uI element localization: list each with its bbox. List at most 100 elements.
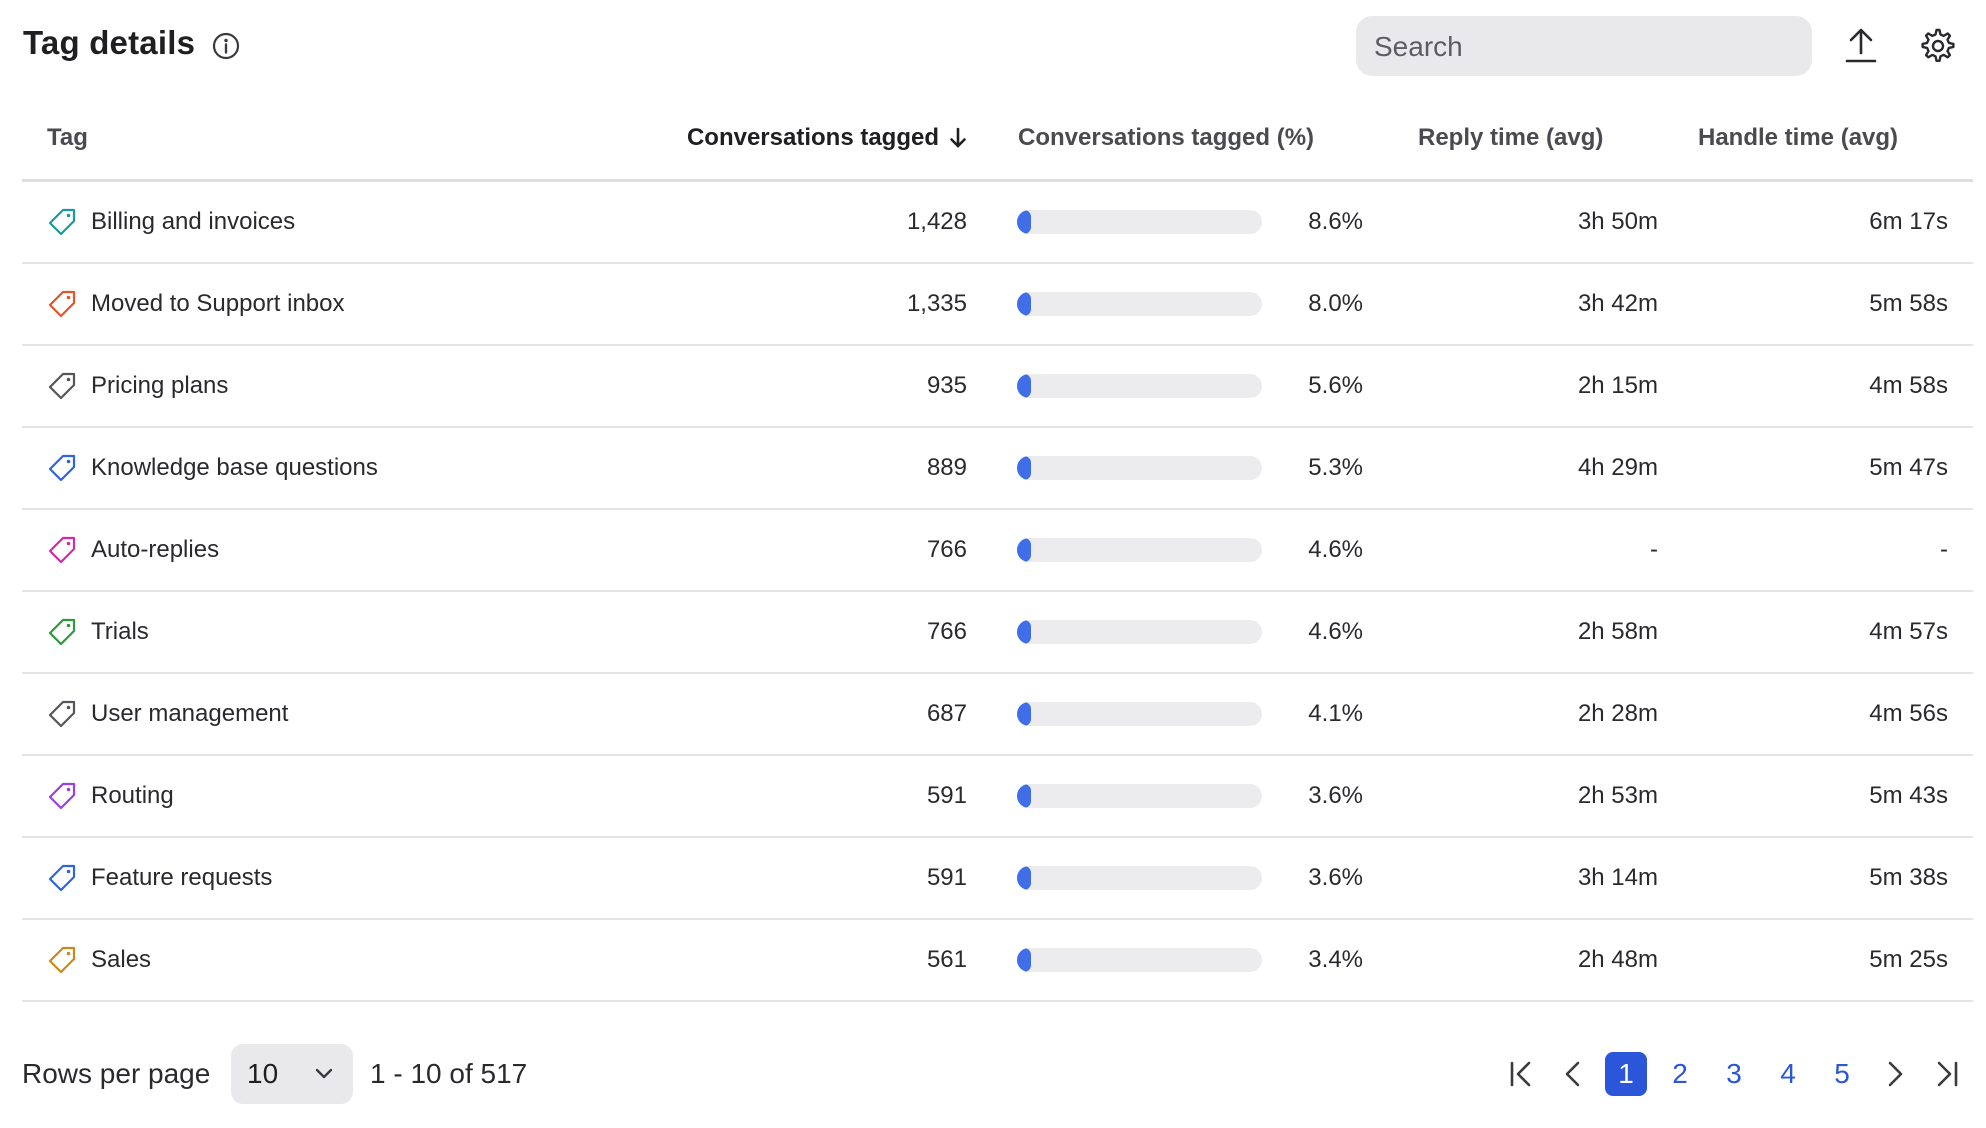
progress-bar-track (1017, 538, 1262, 562)
table-body: Billing and invoices 1,428 8.6% 3h 50m 6m 17… (22, 182, 1973, 1002)
tag-name[interactable]: Routing (91, 782, 174, 809)
previous-page-button[interactable] (1553, 1052, 1593, 1096)
progress-bar-fill (1017, 538, 1031, 562)
search-input[interactable] (1372, 16, 1800, 78)
cell-pct-bar (1017, 428, 1262, 508)
tag-name[interactable]: Feature requests (91, 864, 273, 891)
cell-handle-time: 4m 56s (1869, 700, 1948, 727)
page-button-3[interactable]: 3 (1726, 1058, 1742, 1089)
tag-icon (48, 454, 76, 482)
first-page-button[interactable] (1501, 1052, 1541, 1096)
cell-handle-time: 5m 47s (1869, 454, 1948, 481)
table-row[interactable]: Routing 591 3.6% 2h 53m 5m 43s (22, 756, 1973, 838)
progress-bar-track (1017, 210, 1262, 234)
progress-bar-track (1017, 948, 1262, 972)
rows-per-page-select[interactable]: 10 (231, 1044, 353, 1104)
last-page-button[interactable] (1927, 1052, 1967, 1096)
chevron-left-icon (1565, 1061, 1580, 1087)
table-row[interactable]: Knowledge base questions 889 5.3% 4h 29m 5m … (22, 428, 1973, 510)
progress-bar-track (1017, 456, 1262, 480)
arrow-down-icon (950, 127, 966, 148)
cell-reply-time: 2h 53m (1577, 782, 1658, 809)
info-icon[interactable] (210, 30, 242, 62)
cell-tag: User management (47, 674, 288, 754)
page-button-1[interactable]: 1 (1605, 1052, 1647, 1096)
cell-tag: Billing and invoices (47, 182, 295, 262)
column-header-reply-time[interactable]: Reply time (avg) (1418, 124, 1604, 151)
tag-icon (48, 700, 76, 728)
cell-pct-bar (1017, 264, 1262, 344)
cell-pct-bar (1017, 346, 1262, 426)
page-button-5[interactable]: 5 (1834, 1058, 1850, 1089)
column-header-conversations-tagged-pct[interactable]: Conversations tagged (%) (1018, 124, 1315, 151)
page-header: Tag details (23, 16, 1986, 78)
table-row[interactable]: User management 687 4.1% 2h 28m 4m 56s (22, 674, 1973, 756)
tag-icon (48, 782, 76, 810)
column-header-handle-time[interactable]: Handle time (avg) (1698, 124, 1899, 151)
cell-pct-bar (1017, 592, 1262, 672)
column-header-label: Conversations tagged (686, 124, 939, 151)
progress-bar-fill (1017, 620, 1031, 644)
table-row[interactable]: Pricing plans 935 5.6% 2h 15m 4m 58s (22, 346, 1973, 428)
export-button[interactable] (1837, 22, 1885, 70)
cell-reply-time: 2h 58m (1577, 618, 1658, 645)
tag-name[interactable]: Pricing plans (91, 372, 229, 399)
cell-pct-bar (1017, 674, 1262, 754)
table-row[interactable]: Moved to Support inbox 1,335 8.0% 3h 42m 5m … (22, 264, 1973, 346)
cell-pct-bar (1017, 838, 1262, 918)
cell-conversations-tagged-pct: 4.6% (1308, 536, 1363, 563)
cell-conversations-tagged: 591 (926, 864, 967, 891)
progress-bar-fill (1017, 456, 1031, 480)
progress-bar-track (1017, 784, 1262, 808)
cell-reply-time: 3h 14m (1577, 864, 1658, 891)
tag-name[interactable]: Trials (91, 618, 149, 645)
tag-name[interactable]: Billing and invoices (91, 208, 296, 235)
cell-conversations-tagged: 766 (926, 618, 967, 645)
tag-name[interactable]: Moved to Support inbox (91, 290, 345, 317)
progress-bar-fill (1017, 374, 1031, 398)
next-page-button[interactable] (1875, 1052, 1915, 1096)
settings-button[interactable] (1914, 22, 1962, 70)
cell-conversations-tagged-pct: 3.6% (1308, 782, 1363, 809)
cell-tag: Auto-replies (47, 510, 219, 590)
upload-icon (1845, 28, 1877, 63)
cell-conversations-tagged: 591 (926, 782, 967, 809)
table-row[interactable]: Sales 561 3.4% 2h 48m 5m 25s (22, 920, 1973, 1002)
cell-conversations-tagged-pct: 4.1% (1308, 700, 1363, 727)
cell-reply-time: - (1650, 536, 1658, 563)
cell-handle-time: 6m 17s (1869, 208, 1948, 235)
column-header-conversations-tagged[interactable]: Conversations tagged (687, 124, 967, 152)
column-header-tag[interactable]: Tag (47, 124, 88, 151)
cell-tag: Moved to Support inbox (47, 264, 345, 344)
pagination-range: 1 - 10 of 517 (370, 1058, 528, 1089)
progress-bar-track (1017, 292, 1262, 316)
cell-conversations-tagged: 687 (926, 700, 967, 727)
progress-bar-track (1017, 374, 1262, 398)
cell-conversations-tagged-pct: 4.6% (1308, 618, 1363, 645)
tag-icon (48, 208, 76, 236)
table-row[interactable]: Billing and invoices 1,428 8.6% 3h 50m 6m 17… (22, 182, 1973, 264)
cell-pct-bar (1017, 920, 1262, 1000)
tag-name[interactable]: Auto-replies (91, 536, 220, 563)
cell-handle-time: 5m 25s (1869, 946, 1948, 973)
progress-bar-fill (1017, 948, 1031, 972)
table-row[interactable]: Feature requests 591 3.6% 3h 14m 5m 38s (22, 838, 1973, 920)
page-button-4[interactable]: 4 (1780, 1058, 1796, 1089)
cell-reply-time: 4h 29m (1577, 454, 1658, 481)
table-row[interactable]: Trials 766 4.6% 2h 58m 4m 57s (22, 592, 1973, 674)
page-button-2[interactable]: 2 (1672, 1058, 1688, 1089)
tag-name[interactable]: User management (91, 700, 289, 727)
progress-bar-track (1017, 620, 1262, 644)
progress-bar-fill (1017, 292, 1031, 316)
tag-icon (48, 372, 76, 400)
search-box[interactable] (1356, 16, 1812, 78)
cell-pct-bar (1017, 182, 1262, 262)
cell-handle-time: 4m 57s (1869, 618, 1948, 645)
table-row[interactable]: Auto-replies 766 4.6% - - (22, 510, 1973, 592)
cell-pct-bar (1017, 756, 1262, 836)
tag-name[interactable]: Sales (91, 946, 152, 973)
tag-name[interactable]: Knowledge base questions (91, 454, 378, 481)
cell-conversations-tagged: 1,335 (906, 290, 967, 317)
progress-bar-fill (1017, 702, 1031, 726)
cell-pct-bar (1017, 510, 1262, 590)
